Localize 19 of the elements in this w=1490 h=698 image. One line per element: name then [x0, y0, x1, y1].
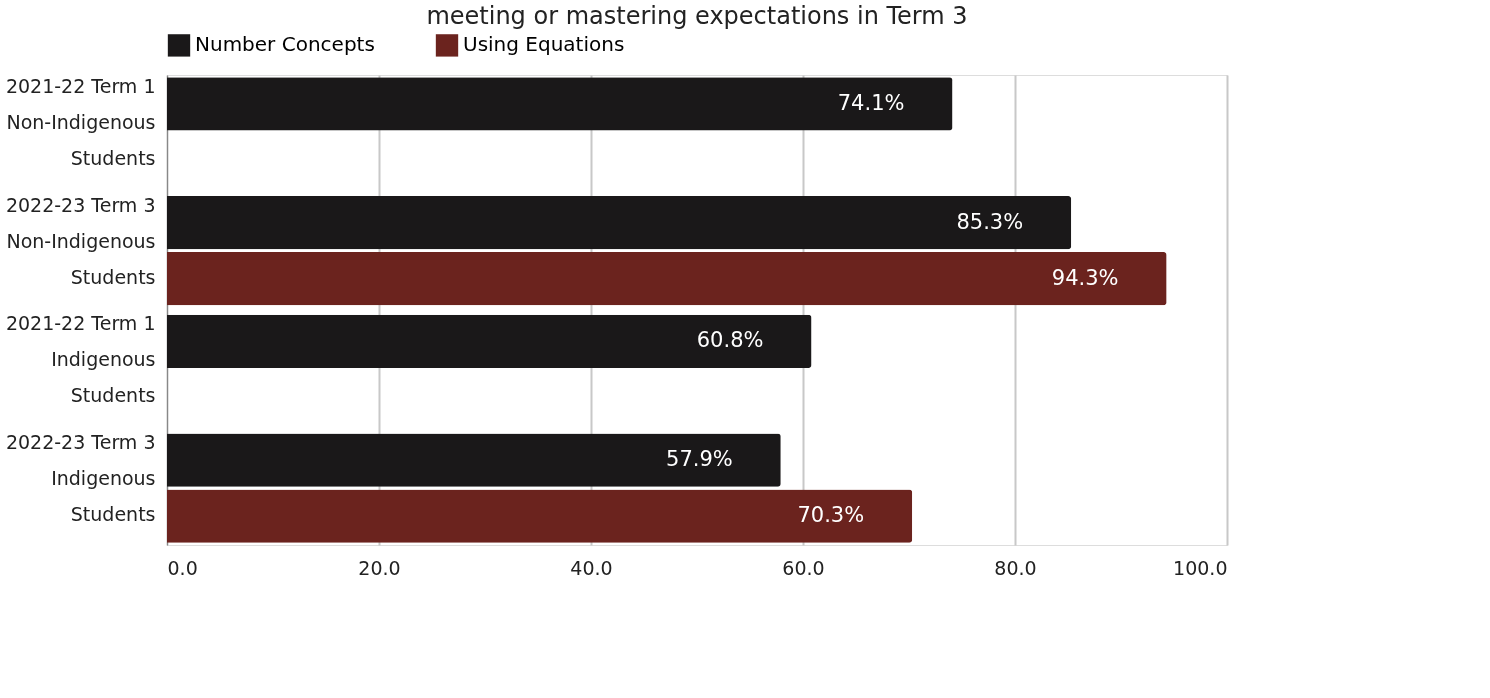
legend-label: Using Equations	[463, 32, 625, 57]
chart-title: meeting or mastering expectations in Term 3	[426, 2, 968, 30]
data-label: 60.8%	[696, 328, 764, 353]
data-label: 70.3%	[797, 503, 865, 528]
x-tick-label: 0.0	[167, 556, 198, 579]
x-tick-label: 100.0	[1173, 556, 1228, 579]
data-label: 85.3%	[956, 209, 1024, 234]
y-tick-label: 2022-23 Term 3 Non-Indigenous Students	[5, 193, 156, 288]
x-tick-label: 80.0	[994, 556, 1037, 579]
x-tick-label: 20.0	[358, 556, 401, 579]
y-tick-label: 2022-23 Term 3 Indigenous Students	[5, 431, 156, 526]
data-label: 57.9%	[666, 447, 733, 472]
y-tick-label: 2021-22 Term 1 Indigenous Students	[5, 312, 156, 407]
x-tick-label: 60.0	[782, 556, 825, 579]
data-label: 94.3%	[1051, 265, 1119, 290]
x-tick-label: 40.0	[570, 556, 613, 579]
data-label: 74.1%	[837, 90, 905, 115]
legend-label: Number Concepts	[195, 32, 375, 57]
y-tick-label: 2021-22 Term 1 Non-Indigenous Students	[5, 74, 156, 169]
